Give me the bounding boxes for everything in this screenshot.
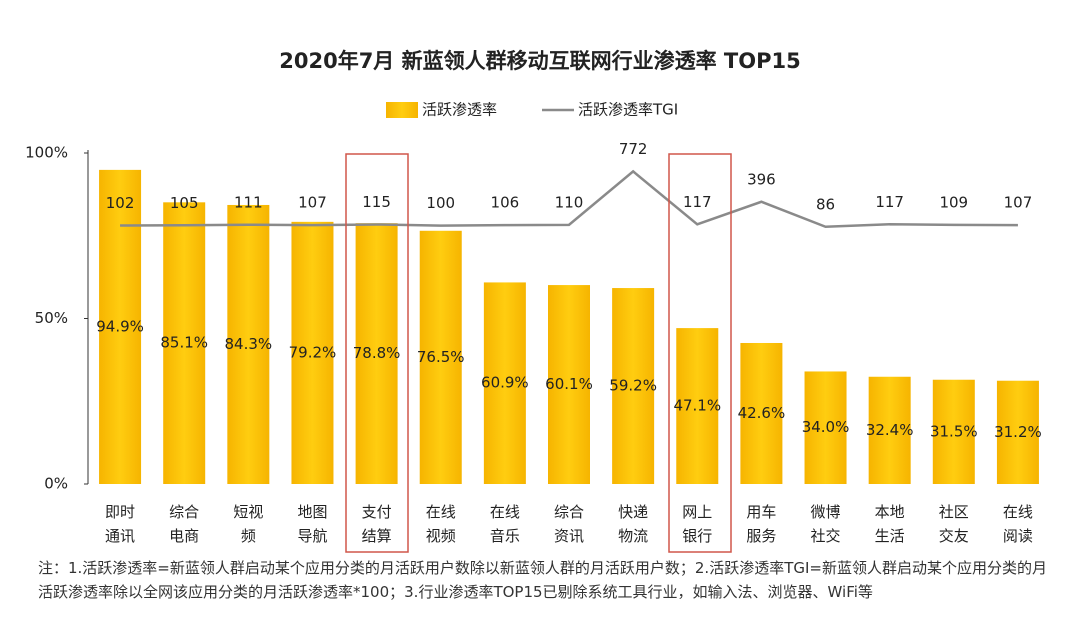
- bar: [612, 288, 655, 484]
- data-label: 34.0%: [802, 418, 850, 436]
- data-label: 105: [170, 194, 199, 212]
- x-tick-label: 微博社交: [810, 503, 841, 545]
- highlight-box: [668, 153, 732, 553]
- bar: [419, 230, 462, 484]
- data-label: 84.3%: [225, 335, 273, 353]
- bar: [163, 202, 206, 484]
- x-tick-label: 本地生活: [874, 503, 905, 545]
- bar: [996, 380, 1039, 484]
- y-tick-label: 0%: [44, 475, 68, 493]
- bar: [291, 221, 334, 484]
- x-tick-label: 地图导航: [297, 503, 328, 545]
- x-tick-label: 综合电商: [169, 503, 200, 545]
- data-label: 86: [816, 195, 835, 213]
- legend-swatch: [386, 102, 418, 118]
- legend-label: 活跃渗透率: [422, 101, 497, 119]
- data-label: 94.9%: [96, 317, 144, 335]
- data-label: 115: [362, 193, 391, 211]
- data-label: 60.9%: [481, 374, 529, 392]
- y-tick-label: 100%: [25, 144, 68, 162]
- bar: [804, 371, 847, 484]
- data-label: 32.4%: [866, 421, 914, 439]
- data-label: 79.2%: [289, 343, 337, 361]
- data-label: 85.1%: [160, 334, 208, 352]
- y-tick-label: 50%: [35, 309, 68, 327]
- data-label: 31.2%: [994, 423, 1042, 441]
- x-tick-label: 网上银行: [682, 503, 713, 545]
- line: [120, 169, 1018, 229]
- bar: [548, 285, 590, 484]
- bar: [868, 376, 911, 484]
- bar: [932, 379, 975, 484]
- legend-label: 活跃渗透率TGI: [578, 101, 678, 119]
- x-tick-label: 支付结算: [361, 503, 392, 545]
- data-label: 117: [875, 193, 904, 211]
- data-label: 111: [234, 193, 263, 211]
- data-label: 76.5%: [417, 348, 465, 366]
- bar: [227, 204, 270, 485]
- x-tick-label: 社区交友: [938, 503, 969, 545]
- data-label: 78.8%: [353, 344, 401, 362]
- data-label: 396: [747, 170, 776, 188]
- data-label: 59.2%: [609, 377, 657, 395]
- data-label: 110: [555, 193, 584, 211]
- data-label: 117: [683, 193, 712, 211]
- data-label: 100: [426, 194, 455, 212]
- bar: [483, 282, 526, 484]
- data-label: 31.5%: [930, 422, 978, 440]
- data-label: 107: [1004, 194, 1033, 212]
- data-label: 107: [298, 194, 327, 212]
- bar: [740, 342, 783, 484]
- x-tick-label: 在线阅读: [1002, 503, 1033, 545]
- x-tick-label: 快递物流: [618, 503, 649, 545]
- x-tick-label: 综合资讯: [553, 503, 584, 545]
- bar: [676, 328, 719, 484]
- data-label: 772: [619, 140, 648, 158]
- x-tick-label: 短视频: [233, 503, 264, 545]
- data-label: 47.1%: [673, 397, 721, 415]
- footnote: 注：1.活跃渗透率=新蓝领人群启动某个应用分类的月活跃用户数除以新蓝领人群的月活…: [38, 559, 1047, 601]
- data-label: 109: [939, 193, 968, 211]
- highlight-box: [345, 153, 409, 553]
- x-tick-label: 即时通讯: [105, 503, 136, 545]
- x-tick-label: 在线视频: [425, 503, 456, 545]
- data-label: 106: [491, 194, 520, 212]
- x-tick-label: 用车服务: [746, 503, 777, 545]
- bar: [355, 223, 398, 484]
- x-tick-label: 在线音乐: [489, 503, 520, 545]
- data-label: 60.1%: [545, 375, 593, 393]
- data-label: 42.6%: [738, 404, 786, 422]
- data-label: 102: [106, 194, 135, 212]
- chart-title: 2020年7月 新蓝领人群移动互联网行业渗透率 TOP15: [279, 49, 800, 73]
- bar: [99, 169, 142, 485]
